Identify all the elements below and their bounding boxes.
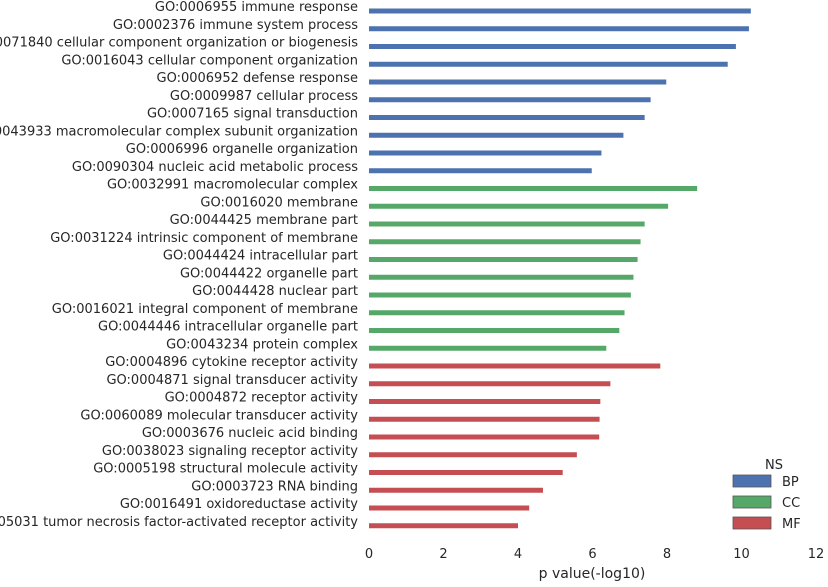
category-label: GO:0060089 molecular transducer activity — [80, 408, 358, 423]
category-label: GO:0005031 tumor necrosis factor-activat… — [0, 515, 358, 530]
bar-bp — [369, 61, 728, 67]
bar-bp — [369, 115, 645, 120]
bar-mf — [369, 452, 577, 458]
category-label: GO:0032991 macromolecular complex — [107, 178, 358, 193]
category-label: GO:0071840 cellular component organizati… — [0, 36, 358, 51]
category-label: GO:0009987 cellular process — [170, 89, 358, 104]
category-label: GO:0016491 oxidoreductase activity — [120, 497, 358, 512]
category-label: GO:0003723 RNA binding — [191, 479, 358, 494]
category-label: GO:0006955 immune response — [155, 0, 358, 15]
bar-mf — [369, 363, 661, 369]
category-labels: GO:0006955 immune response GO:0002376 imm… — [0, 0, 358, 530]
legend-label-cc: CC — [782, 496, 800, 511]
bar-bp — [369, 79, 667, 85]
category-label: GO:0044428 nuclear part — [192, 284, 358, 299]
x-tick-label: 6 — [588, 547, 596, 562]
x-axis-ticks: 0 2 4 6 8 10 12 — [365, 547, 824, 562]
bar-cc — [369, 274, 634, 280]
legend-label-bp: BP — [782, 475, 799, 490]
category-label: GO:0038023 signaling receptor activity — [102, 444, 358, 459]
x-tick-label: 4 — [514, 547, 522, 562]
category-label: GO:0043234 protein complex — [166, 337, 358, 352]
bar-mf — [369, 505, 530, 511]
legend-swatch-bp — [732, 474, 772, 488]
category-label: GO:0016021 integral component of membran… — [52, 302, 358, 317]
category-label: GO:0031224 intrinsic component of membra… — [50, 231, 358, 246]
category-label: GO:0043933 macromolecular complex subuni… — [0, 124, 358, 139]
category-label: GO:0016043 cellular component organizati… — [61, 53, 358, 68]
bar-bp — [369, 44, 736, 49]
bar-mf — [369, 434, 600, 440]
category-label: GO:0004871 signal transducer activity — [106, 373, 358, 388]
legend-swatch-cc — [732, 495, 772, 509]
x-tick-label: 2 — [439, 547, 447, 562]
bars-layer — [369, 8, 751, 529]
category-label: GO:0006952 defense response — [157, 71, 359, 86]
category-label: GO:0016020 membrane — [200, 195, 358, 210]
bar-cc — [369, 203, 669, 209]
x-axis-label: p value(-log10) — [539, 566, 646, 582]
x-tick-label: 10 — [733, 547, 750, 562]
legend-label-mf: MF — [782, 517, 801, 532]
bar-mf — [369, 399, 601, 404]
bar-cc — [369, 221, 645, 227]
bar-cc — [369, 345, 607, 351]
bar-mf — [369, 523, 518, 529]
bar-cc — [369, 292, 631, 298]
x-tick-label: 0 — [365, 547, 373, 562]
category-label: GO:0044425 membrane part — [170, 213, 358, 228]
category-label: GO:0090304 nucleic acid metabolic proces… — [72, 160, 358, 175]
x-tick-label: 12 — [808, 547, 825, 562]
legend-title: NS — [765, 458, 783, 473]
x-tick-label: 8 — [663, 547, 671, 562]
legend: NS BP CC MF — [732, 458, 801, 532]
category-label: GO:0004872 receptor activity — [165, 391, 359, 406]
category-label: GO:0002376 immune system process — [113, 18, 358, 33]
bar-bp — [369, 97, 651, 103]
category-label: GO:0004896 cytokine receptor activity — [105, 355, 358, 370]
bar-mf — [369, 470, 563, 475]
bar-mf — [369, 381, 611, 387]
bar-cc — [369, 186, 698, 191]
bar-bp — [369, 8, 751, 14]
bar-bp — [369, 150, 602, 156]
bar-bp — [369, 26, 749, 32]
bar-cc — [369, 239, 641, 245]
bar-cc — [369, 310, 625, 316]
category-label: GO:0044422 organelle part — [180, 266, 358, 281]
category-label: GO:0005198 structural molecule activity — [93, 462, 358, 477]
legend-swatch-mf — [732, 516, 772, 530]
category-label: GO:0003676 nucleic acid binding — [142, 426, 358, 441]
bar-bp — [369, 132, 624, 138]
bar-bp — [369, 168, 592, 174]
bar-mf — [369, 487, 543, 493]
bar-cc — [369, 328, 620, 333]
category-label: GO:0044446 intracellular organelle part — [98, 320, 358, 335]
category-label: GO:0006996 organelle organization — [126, 142, 358, 157]
bar-mf — [369, 416, 600, 422]
bar-cc — [369, 257, 638, 262]
category-label: GO:0044424 intracellular part — [163, 249, 358, 264]
category-label: GO:0007165 signal transduction — [147, 107, 358, 122]
